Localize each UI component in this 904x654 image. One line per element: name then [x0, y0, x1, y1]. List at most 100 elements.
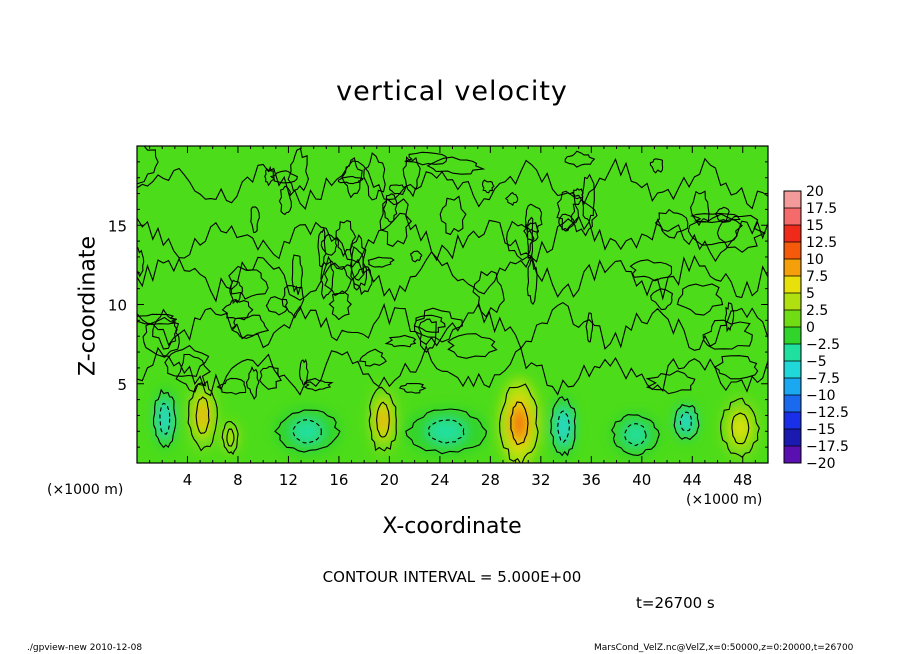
colorbar-label: 17.5 [806, 201, 837, 217]
colorbar-label: −12.5 [806, 405, 849, 421]
colorbar-label: −17.5 [806, 439, 849, 455]
contour-zero-level [216, 377, 247, 395]
contour-zero-level [676, 283, 724, 316]
x-tick-label: 28 [481, 471, 500, 489]
colorbar-label: −15 [806, 422, 836, 438]
contour-updraft-inner [226, 428, 235, 447]
contour-updraft-inner [510, 401, 529, 446]
contour-zero-level [245, 365, 260, 400]
colorbar-label: −2.5 [806, 337, 840, 353]
contour-zero-level [410, 250, 423, 263]
contour-downdraft-inner [159, 402, 171, 435]
x-tick-label: 12 [279, 471, 298, 489]
contour-zero-level [349, 234, 367, 281]
contour-meander [137, 301, 768, 351]
contour-zero-level [137, 246, 145, 278]
colorbar-label: −7.5 [806, 371, 840, 387]
contour-downdraft-inner [557, 410, 570, 444]
colorbar-bin [784, 276, 801, 293]
downdraft-core [161, 407, 169, 430]
contour-downdraft-outer [550, 396, 577, 457]
contour-zero-level [328, 290, 352, 321]
contour-zero-level [526, 257, 538, 306]
x-unit-label-left: (×1000 m) [47, 482, 124, 498]
contour-updraft-outer [499, 383, 539, 463]
contour-zero-level [317, 226, 327, 268]
downdraft-core [433, 423, 459, 440]
contour-updraft-inner [376, 401, 390, 438]
contour-downdraft-inner [428, 419, 465, 444]
contour-zero-level [269, 170, 298, 184]
colorbar-bin [784, 395, 801, 412]
contour-zero-level [570, 198, 598, 237]
updraft-core [513, 408, 526, 439]
colorbar-label: −5 [806, 354, 827, 370]
contour-zero-level [264, 165, 275, 187]
contour-zero-level [341, 157, 363, 199]
contour-meander [137, 157, 768, 210]
footer-right: MarsCond_VelZ.nc@VelZ,x=0:50000,z=0:2000… [594, 643, 854, 653]
colorbar-label: −10 [806, 388, 836, 404]
contour-zero-level [324, 262, 353, 297]
contour-updraft-outer [720, 397, 760, 458]
colorbar-bin [784, 259, 801, 276]
contour-zero-level [320, 255, 335, 300]
contour-zero-level [581, 173, 595, 223]
colorbar-bin [784, 225, 801, 242]
contour-zero-level [363, 152, 386, 201]
contour-zero-level [654, 208, 689, 239]
updraft-core [734, 417, 747, 440]
contour-downdraft-outer [274, 409, 341, 453]
contour-zero-level [299, 358, 309, 386]
colorbar-bin [784, 344, 801, 361]
contour-zero-level [524, 203, 543, 234]
downdraft-core [559, 415, 568, 438]
downdraft-core [297, 423, 318, 440]
colorbar-bin [784, 361, 801, 378]
colorbar-bin [784, 208, 801, 225]
contour-updraft-outer [368, 386, 397, 452]
x-unit-label-right: (×1000 m) [686, 492, 763, 508]
colorbar-bin [784, 412, 801, 429]
downdraft-core [627, 426, 644, 442]
contour-zero-level [398, 382, 427, 394]
contour-zero-level [564, 150, 596, 168]
contour-zero-level [379, 198, 413, 247]
x-tick-label: 16 [329, 471, 348, 489]
contour-zero-level [558, 213, 575, 232]
x-axis-label: X-coordinate [382, 514, 522, 539]
updraft-core [227, 431, 233, 444]
contour-zero-level [481, 179, 495, 194]
contour-zero-level [221, 298, 254, 321]
contour-zero-level [439, 195, 467, 236]
colorbar-bin [784, 191, 801, 208]
x-tick-label: 20 [380, 471, 399, 489]
footer-left: ./gpview-new 2010-12-08 [27, 643, 143, 653]
colorbar-bin [784, 378, 801, 395]
contour-zero-level [291, 254, 303, 295]
colorbar-label: 10 [806, 252, 824, 268]
contour-zero-level [556, 190, 580, 232]
colorbar-bin [784, 429, 801, 446]
contour-zero-level [358, 348, 387, 367]
contour-zero-level [702, 319, 753, 350]
contour-updraft-inner [731, 412, 750, 445]
y-tick-label: 15 [108, 217, 127, 235]
x-axis-ticks: 4 8 12 16 20 24 28 32 36 40 44 48 [149, 146, 756, 489]
colorbar-label: 15 [806, 218, 824, 234]
contour-zero-level [287, 147, 309, 192]
colorbar-bin [784, 327, 801, 344]
contour-downdraft-outer [405, 408, 488, 455]
contour-zero-level [690, 190, 710, 227]
contour-zero-level [335, 219, 357, 258]
contour-zero-level [137, 146, 159, 185]
x-tick-label: 4 [183, 471, 193, 489]
contour-interval-text: CONTOUR INTERVAL = 5.000E+00 [322, 568, 582, 586]
contour-zero-level [447, 333, 498, 359]
x-tick-label: 44 [683, 471, 702, 489]
contour-zero-level [388, 184, 407, 196]
x-tick-label: 36 [582, 471, 601, 489]
contour-zero-level [418, 318, 437, 353]
